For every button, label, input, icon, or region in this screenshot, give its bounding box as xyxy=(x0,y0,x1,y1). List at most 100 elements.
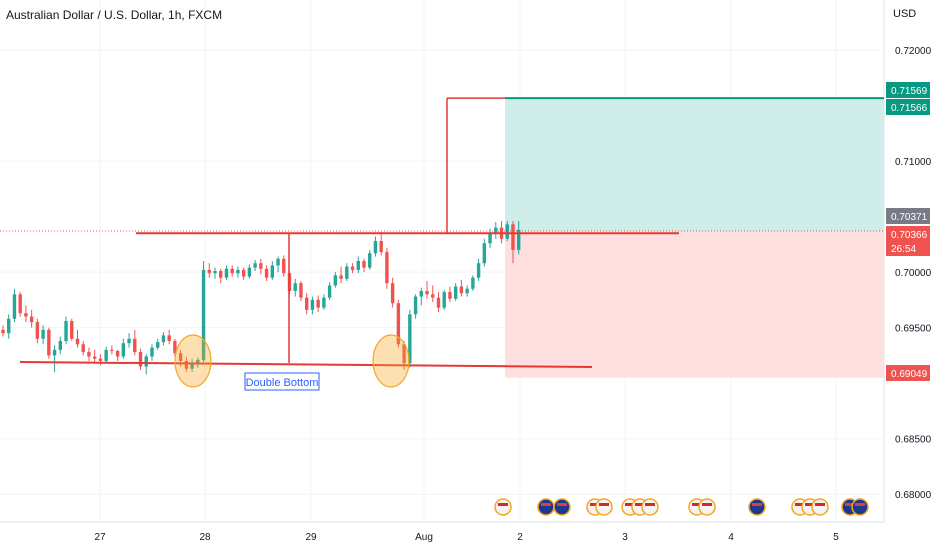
candle-body xyxy=(476,263,481,278)
candle-body xyxy=(47,329,51,356)
candle-body xyxy=(373,241,378,254)
countdown-tag: 26:54 xyxy=(891,244,916,255)
candle-body xyxy=(92,356,97,359)
target-price-tag: 0.71569 xyxy=(891,86,928,97)
chart-title: Australian Dollar / U.S. Dollar, 1h, FXC… xyxy=(6,8,223,22)
price-axis[interactable]: 0.72000 0.71000 0.70000 0.69500 0.68500 0.680… xyxy=(886,46,932,501)
x-tick-label: 29 xyxy=(305,532,317,543)
x-tick-label: 28 xyxy=(199,532,211,543)
candle-body xyxy=(379,241,383,253)
event-icon-stripe xyxy=(795,503,805,506)
candle-body xyxy=(58,340,62,350)
event-icon-ring xyxy=(494,498,512,516)
us-event-icon[interactable] xyxy=(811,498,829,516)
event-icon-stripe xyxy=(625,503,635,506)
event-icon-stripe xyxy=(590,503,600,506)
x-tick-label: 4 xyxy=(728,532,734,543)
economic-events xyxy=(494,498,869,516)
candle-body xyxy=(465,288,469,294)
time-axis[interactable]: 27 28 29 Aug 2 3 4 5 xyxy=(94,532,839,543)
candle-body xyxy=(362,261,366,268)
double-bottom-label-box xyxy=(244,372,320,391)
au-event-icon[interactable] xyxy=(748,498,766,516)
us-event-icon[interactable] xyxy=(595,498,613,516)
candle-body xyxy=(230,268,234,274)
candle-body xyxy=(41,329,45,339)
stop-price-tag: 0.69049 xyxy=(891,369,928,380)
event-icon-stripe xyxy=(557,503,567,506)
candle-body xyxy=(431,294,435,298)
target-zone xyxy=(505,98,884,232)
target-price-tag-2-bg xyxy=(886,99,930,115)
event-icon-ring xyxy=(595,498,613,516)
candle-body xyxy=(18,294,22,314)
candle-body xyxy=(350,266,355,270)
event-icon-stripe xyxy=(752,503,762,506)
candle-body xyxy=(316,299,320,308)
candle-body xyxy=(87,352,91,357)
event-icon-ring xyxy=(811,498,829,516)
candle-body xyxy=(173,340,177,354)
candle-body xyxy=(293,283,297,291)
candle-body xyxy=(436,297,441,308)
x-tick-label: 5 xyxy=(833,532,839,543)
last-price-tag: 0.70366 xyxy=(891,230,928,241)
candle-body xyxy=(282,258,286,274)
gray-price-tag-bg xyxy=(886,208,930,224)
drawings: Double Bottom xyxy=(0,97,884,391)
au-event-icon[interactable] xyxy=(537,498,555,516)
candle-body xyxy=(1,329,5,334)
candle-body xyxy=(408,314,412,364)
us-event-icon[interactable] xyxy=(698,498,716,516)
candle-body xyxy=(368,253,372,268)
risk-reward-zones xyxy=(505,98,884,378)
candle-body xyxy=(327,285,332,298)
candle-body xyxy=(167,335,171,341)
double-bottom-label: Double Bottom xyxy=(246,377,319,389)
candle-body xyxy=(339,275,343,279)
event-icon-stripe xyxy=(645,503,655,506)
us-event-icon[interactable] xyxy=(641,498,659,516)
candle-body xyxy=(310,299,315,310)
event-icon-stripe xyxy=(815,503,825,506)
y-tick-label: 0.70000 xyxy=(895,268,932,279)
x-tick-label: 3 xyxy=(622,532,628,543)
candle-body xyxy=(270,265,275,278)
candle-body xyxy=(517,229,521,250)
candle-body xyxy=(304,297,309,310)
candle-body xyxy=(253,263,257,268)
bottom-1-circle xyxy=(174,334,212,388)
candle-body xyxy=(442,292,446,308)
candle-body xyxy=(81,344,85,353)
candle-body xyxy=(236,269,240,274)
candle-body xyxy=(190,363,194,369)
us-event-icon[interactable] xyxy=(494,498,512,516)
candle-body xyxy=(511,224,515,250)
event-icon-ring xyxy=(553,498,571,516)
candle-body xyxy=(178,353,183,361)
candle-body xyxy=(482,243,487,264)
candle-body xyxy=(448,292,452,299)
candle-body xyxy=(98,358,103,361)
event-icon-stripe xyxy=(702,503,712,506)
candle-body xyxy=(494,227,498,234)
candle-body xyxy=(356,261,360,270)
support-line xyxy=(19,361,593,368)
stop-price-tag-bg xyxy=(886,365,930,381)
event-icon-stripe xyxy=(498,503,508,506)
candle-body xyxy=(52,349,57,356)
au-event-icon[interactable] xyxy=(553,498,571,516)
event-icon-ring xyxy=(641,498,659,516)
candles xyxy=(1,221,521,375)
au-event-icon[interactable] xyxy=(851,498,869,516)
x-tick-label: 27 xyxy=(94,532,106,543)
candle-body xyxy=(29,316,34,323)
candle-body xyxy=(471,277,475,289)
currency-label[interactable]: USD xyxy=(893,8,917,20)
target-price-tag-bg xyxy=(886,82,930,98)
candle-body xyxy=(35,322,40,339)
y-tick-label: 0.68000 xyxy=(895,490,932,501)
candle-body xyxy=(64,320,68,341)
